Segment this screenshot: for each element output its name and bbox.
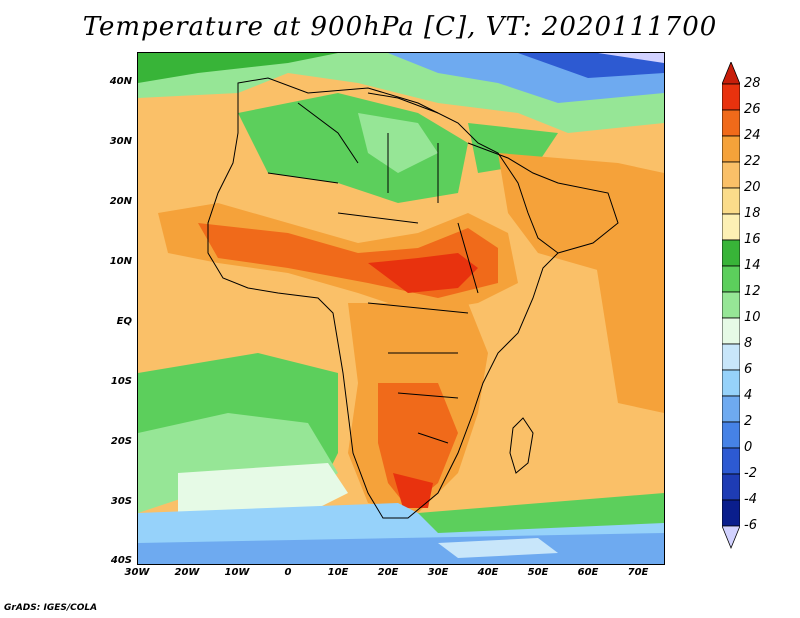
colorbar-segment — [722, 239, 740, 267]
colorbar-top-triangle — [722, 62, 740, 85]
colorbar-segment — [722, 265, 740, 293]
colorbar-label-28: 28 — [744, 76, 761, 91]
lon-label-60e: 60E — [577, 567, 599, 578]
colorbar-segment — [722, 473, 740, 501]
colorbar-segment — [722, 83, 740, 111]
colorbar-segment — [722, 447, 740, 475]
lat-label-eq: EQ — [116, 316, 132, 327]
lon-label-10w: 10W — [224, 567, 250, 578]
lat-label-10n: 10N — [109, 256, 132, 267]
lat-label-10s: 10S — [110, 376, 132, 387]
colorbar-label-22: 22 — [744, 154, 761, 169]
colorbar-bottom-triangle — [722, 525, 740, 550]
colorbar-label-26: 26 — [744, 102, 761, 117]
lon-label-70e: 70E — [627, 567, 649, 578]
temperature-map — [137, 52, 665, 565]
colorbar-label-24: 24 — [744, 128, 761, 143]
colorbar-label-6: 6 — [744, 362, 753, 377]
colorbar-label-minus6: -6 — [744, 518, 757, 533]
colorbar-label-minus4: -4 — [744, 492, 757, 507]
colorbar — [722, 62, 740, 550]
grads-credit: GrADS: IGES/COLA — [4, 603, 98, 613]
colorbar-label-16: 16 — [744, 232, 761, 247]
colorbar-label-20: 20 — [744, 180, 761, 195]
lat-label-40n: 40N — [109, 76, 132, 87]
colorbar-label-2: 2 — [744, 414, 753, 429]
colorbar-segment — [722, 109, 740, 137]
lon-label-0: 0 — [284, 567, 292, 578]
colorbar-segment — [722, 395, 740, 423]
lon-label-10e: 10E — [327, 567, 349, 578]
colorbar-segment — [722, 213, 740, 241]
lat-label-30n: 30N — [109, 136, 132, 147]
colorbar-segment — [722, 499, 740, 527]
lat-label-20n: 20N — [109, 196, 132, 207]
colorbar-segment — [722, 421, 740, 449]
colorbar-segment — [722, 161, 740, 189]
lat-label-30s: 30S — [110, 496, 132, 507]
colorbar-label-12: 12 — [744, 284, 761, 299]
lon-label-30e: 30E — [427, 567, 449, 578]
colorbar-segment — [722, 343, 740, 371]
colorbar-segment — [722, 187, 740, 215]
colorbar-label-8: 8 — [744, 336, 753, 351]
colorbar-label-14: 14 — [744, 258, 761, 273]
colorbar-segment — [722, 369, 740, 397]
colorbar-label-0: 0 — [744, 440, 753, 455]
lat-label-40s: 40S — [110, 555, 132, 566]
colorbar-segment — [722, 317, 740, 345]
lon-label-50e: 50E — [527, 567, 549, 578]
lon-label-30w: 30W — [124, 567, 150, 578]
colorbar-label-minus2: -2 — [744, 466, 757, 481]
colorbar-segment — [722, 291, 740, 319]
temperature-field — [138, 53, 664, 564]
colorbar-label-4: 4 — [744, 388, 753, 403]
colorbar-label-18: 18 — [744, 206, 761, 221]
lon-label-20w: 20W — [174, 567, 200, 578]
lon-label-20e: 20E — [377, 567, 399, 578]
map-title: Temperature at 900hPa [C], VT: 202011170… — [82, 12, 718, 42]
colorbar-segment — [722, 135, 740, 163]
lat-label-20s: 20S — [110, 436, 132, 447]
colorbar-label-10: 10 — [744, 310, 761, 325]
lon-label-40e: 40E — [477, 567, 499, 578]
